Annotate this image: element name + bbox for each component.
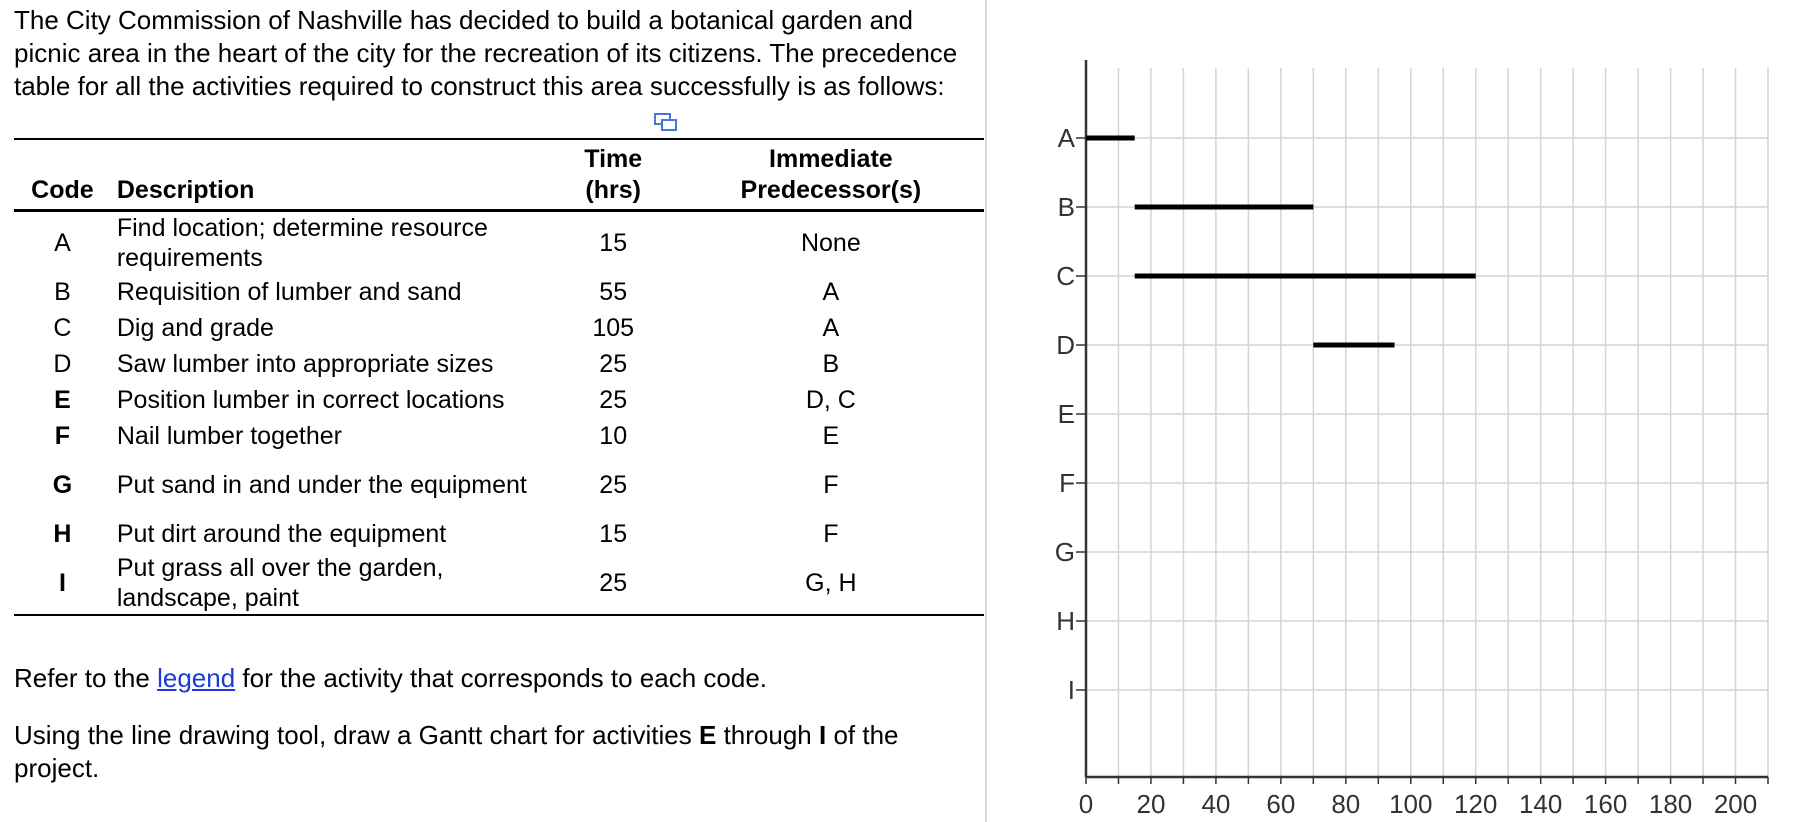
row-predecessors: G, H — [805, 569, 857, 597]
legend-sentence: Refer to the legend for the activity tha… — [14, 662, 979, 695]
gantt-chart[interactable]: 0 20 40 60 80 100 120 140 160 180 200 A B C D E F G H I — [1030, 40, 1810, 820]
table-header-row: Code Description Time (hrs) Immediate Pr… — [14, 139, 984, 211]
row-predecessors: D, C — [805, 386, 856, 414]
row-predecessors: A — [822, 314, 840, 342]
row-code: I — [58, 569, 66, 597]
row-code: G — [52, 471, 73, 499]
row-description: Find location; determine resource requir… — [116, 214, 488, 272]
row-code: F — [54, 422, 71, 450]
row-description: Dig and grade — [116, 314, 274, 342]
row-predecessors: B — [822, 350, 840, 378]
x-tick-label: 20 — [1136, 789, 1165, 819]
expand-table-icon[interactable] — [654, 111, 678, 133]
gantt-chart-area[interactable]: 0 20 40 60 80 100 120 140 160 180 200 A B C D E F G H I — [1030, 40, 1810, 820]
x-tick-label: 60 — [1266, 789, 1295, 819]
legend-text-after: for the activity that corresponds to eac… — [235, 663, 768, 693]
row-predecessors: A — [822, 278, 840, 306]
x-tick-label: 160 — [1584, 789, 1627, 819]
y-tick-label: C — [1056, 261, 1075, 291]
row-code: H — [53, 520, 72, 548]
x-tick-label: 180 — [1649, 789, 1692, 819]
x-tick-label: 80 — [1331, 789, 1360, 819]
row-time: 10 — [599, 422, 628, 450]
row-description: Put grass all over the garden, landscape… — [116, 554, 444, 612]
header-description: Description — [116, 176, 255, 204]
y-tick-label: I — [1068, 675, 1075, 705]
header-pred-line2: Predecessor(s) — [740, 176, 922, 204]
row-time: 25 — [599, 569, 628, 597]
question-panel: The City Commission of Nashville has dec… — [14, 4, 984, 783]
table-row: I Put grass all over the garden, landsca… — [14, 552, 984, 615]
instruction-before: Using the line drawing tool, draw a Gant… — [14, 720, 699, 750]
row-predecessors: E — [822, 422, 840, 450]
row-code: A — [54, 229, 71, 257]
header-time-line1: Time — [584, 145, 643, 173]
row-predecessors: None — [800, 229, 861, 257]
y-tick-label: A — [1058, 123, 1076, 153]
row-predecessors: F — [823, 520, 839, 548]
row-time: 55 — [599, 278, 628, 306]
table-row: B Requisition of lumber and sand 55 A — [14, 274, 984, 310]
row-code: C — [53, 314, 72, 342]
problem-intro: The City Commission of Nashville has dec… — [14, 5, 958, 101]
header-code: Code — [31, 176, 94, 204]
header-pred-line1: Immediate — [769, 145, 893, 173]
row-time: 15 — [599, 520, 628, 548]
y-tick-label: D — [1056, 330, 1075, 360]
y-tick-label: G — [1055, 537, 1075, 567]
row-time: 25 — [599, 386, 628, 414]
row-description: Put dirt around the equipment — [116, 520, 447, 548]
panel-divider — [985, 0, 987, 822]
precedence-table: Code Description Time (hrs) Immediate Pr… — [14, 138, 984, 616]
row-description: Saw lumber into appropriate sizes — [116, 350, 494, 378]
row-time: 25 — [599, 350, 628, 378]
x-tick-label: 100 — [1389, 789, 1432, 819]
legend-link[interactable]: legend — [157, 663, 236, 693]
instruction-after: of the project. — [14, 720, 899, 783]
table-row: G Put sand in and under the equipment 25… — [14, 454, 984, 516]
instruction-middle: through — [716, 720, 819, 750]
row-code: D — [53, 350, 72, 378]
y-tick-label: H — [1056, 606, 1075, 636]
y-tick-label: E — [1058, 399, 1075, 429]
legend-text-before: Refer to the — [14, 663, 158, 693]
table-row: E Position lumber in correct locations 2… — [14, 382, 984, 418]
row-time: 15 — [599, 229, 628, 257]
row-description: Requisition of lumber and sand — [116, 278, 462, 306]
y-tick-label: F — [1059, 468, 1075, 498]
row-time: 25 — [599, 471, 628, 499]
instruction-bold-start: E — [699, 720, 717, 750]
x-tick-label: 40 — [1201, 789, 1230, 819]
row-predecessors: F — [823, 471, 839, 499]
row-time: 105 — [592, 314, 635, 342]
instruction-sentence: Using the line drawing tool, draw a Gant… — [14, 719, 979, 785]
instruction-bold-end: I — [818, 720, 827, 750]
instructions-block: Refer to the legend for the activity tha… — [14, 662, 979, 809]
x-tick-label: 140 — [1519, 789, 1562, 819]
header-predecessors: Immediate Predecessor(s) — [678, 139, 984, 211]
x-tick-label: 0 — [1079, 789, 1093, 819]
table-row: C Dig and grade 105 A — [14, 310, 984, 346]
table-row: D Saw lumber into appropriate sizes 25 B — [14, 346, 984, 382]
row-code: B — [54, 278, 71, 306]
x-tick-label: 120 — [1454, 789, 1497, 819]
y-tick-label: B — [1058, 192, 1075, 222]
row-description: Put sand in and under the equipment — [116, 471, 527, 499]
table-row: A Find location; determine resource requ… — [14, 211, 984, 275]
x-tick-label: 200 — [1714, 789, 1757, 819]
row-description: Nail lumber together — [116, 422, 342, 450]
header-time: Time (hrs) — [549, 139, 678, 211]
row-code: E — [54, 386, 71, 414]
table-row: H Put dirt around the equipment 15 F — [14, 516, 984, 552]
table-row: F Nail lumber together 10 E — [14, 418, 984, 454]
header-time-line2: (hrs) — [585, 176, 641, 204]
row-description: Position lumber in correct locations — [116, 386, 505, 414]
